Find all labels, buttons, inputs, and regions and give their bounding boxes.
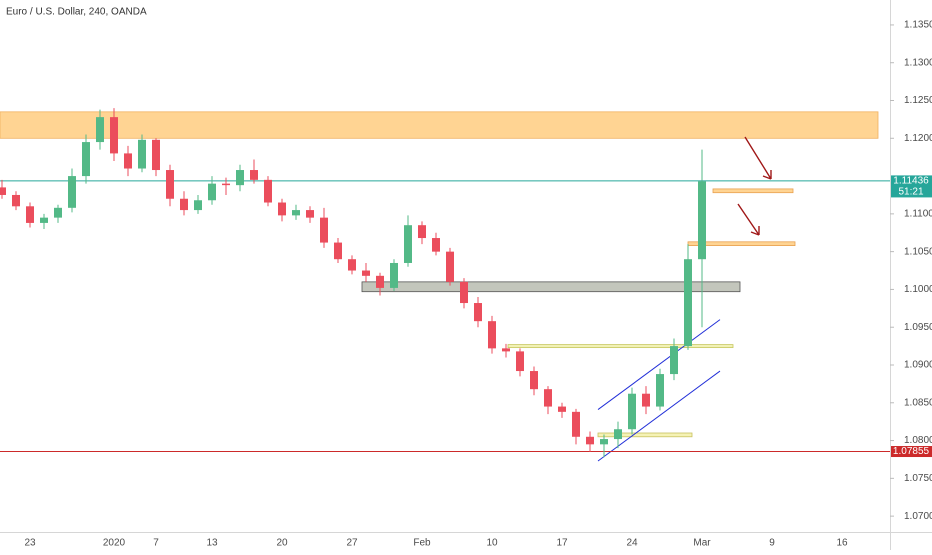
candle-body — [656, 374, 664, 407]
candle-body — [152, 139, 160, 171]
candle-body — [306, 210, 314, 218]
candle-body — [180, 198, 188, 211]
candle-body — [670, 346, 678, 375]
arrow — [737, 203, 760, 236]
price-label: 1.07855 — [893, 446, 930, 457]
candle-body — [166, 170, 174, 199]
candle-body — [516, 351, 524, 372]
x-tick-label: 24 — [626, 538, 638, 549]
candle-body — [530, 371, 538, 390]
candle-body — [642, 393, 650, 407]
candle-body — [628, 393, 636, 430]
candle-body — [236, 170, 244, 186]
candle-body — [404, 225, 412, 263]
y-tick-label: 1.10500 — [904, 246, 932, 257]
candle-body — [572, 411, 580, 437]
candle-body — [124, 153, 132, 169]
y-tick-label: 1.08500 — [904, 397, 932, 408]
candle-body — [68, 176, 76, 208]
x-tick-label: 9 — [769, 538, 775, 549]
candle-body — [488, 321, 496, 349]
candle-body — [698, 181, 706, 260]
candle-body — [320, 217, 328, 243]
zone — [507, 344, 734, 349]
candle-body — [54, 207, 62, 218]
candle-body — [614, 429, 622, 440]
candle-body — [40, 217, 48, 223]
zones-layer — [0, 111, 879, 438]
candle-body — [348, 259, 356, 271]
price-label-box — [891, 175, 932, 198]
candle-body — [82, 142, 90, 177]
y-tick-label: 1.10000 — [904, 284, 932, 295]
y-tick-label: 1.11000 — [904, 208, 932, 219]
candle-body — [208, 183, 216, 201]
axis-layer: 1.07000 1.07500 1.08000 1.08500 1.09000 1.095… — [24, 20, 932, 549]
candle-body — [222, 183, 230, 186]
y-tick-label: 1.07500 — [904, 473, 932, 484]
candle-body — [474, 303, 482, 322]
price-label-box — [891, 446, 932, 458]
y-tick-label: 1.07000 — [904, 511, 932, 522]
candle-body — [460, 281, 468, 304]
candle-body — [362, 270, 370, 276]
x-tick-label: 27 — [346, 538, 358, 549]
y-tick-label: 1.12000 — [904, 133, 932, 144]
x-tick-label: 16 — [836, 538, 848, 549]
candle-body — [12, 194, 20, 207]
y-tick-label: 1.13500 — [904, 20, 932, 31]
y-tick-label: 1.12500 — [904, 95, 932, 106]
candle-body — [264, 179, 272, 203]
candle-body — [138, 139, 146, 169]
candle-body — [110, 117, 118, 154]
y-tick-label: 1.08000 — [904, 435, 932, 446]
candle-body — [586, 436, 594, 445]
x-tick-label: 10 — [486, 538, 498, 549]
candle-body — [292, 210, 300, 216]
price-label: 1.11436 — [893, 176, 929, 187]
x-tick-label: 7 — [153, 538, 159, 549]
trend-line — [597, 319, 721, 410]
y-tick-label: 1.13000 — [904, 57, 932, 68]
candles-layer — [0, 108, 706, 458]
x-tick-label: Feb — [413, 538, 431, 549]
candle-body — [558, 406, 566, 412]
candle-body — [0, 187, 6, 195]
x-tick-label: 13 — [206, 538, 218, 549]
zone — [712, 188, 794, 194]
candle-body — [544, 389, 552, 407]
candle-body — [600, 439, 608, 445]
arrow — [744, 136, 772, 180]
candle-body — [390, 262, 398, 288]
candle-body — [26, 206, 34, 223]
x-tick-label: 2020 — [103, 538, 126, 549]
candle-body — [96, 117, 104, 143]
zone — [597, 432, 693, 438]
zone — [687, 241, 796, 246]
candle-body — [278, 202, 286, 216]
candle-body — [418, 225, 426, 239]
candle-body — [194, 200, 202, 211]
x-tick-label: 17 — [556, 538, 568, 549]
candle-body — [334, 242, 342, 260]
candle-body — [432, 238, 440, 252]
zone — [361, 281, 741, 293]
y-tick-label: 1.09500 — [904, 322, 932, 333]
x-tick-label: Mar — [693, 538, 711, 549]
candle-body — [376, 275, 384, 288]
candle-body — [502, 348, 510, 352]
countdown-label: 51:21 — [898, 187, 923, 198]
candle-body — [684, 259, 692, 347]
x-tick-label: 20 — [276, 538, 288, 549]
zone — [0, 111, 879, 139]
candle-body — [250, 170, 258, 180]
candle-body — [446, 251, 454, 282]
x-tick-label: 23 — [24, 538, 36, 549]
y-tick-label: 1.09000 — [904, 360, 932, 371]
chart-title: Euro / U.S. Dollar, 240, OANDA — [6, 7, 147, 18]
